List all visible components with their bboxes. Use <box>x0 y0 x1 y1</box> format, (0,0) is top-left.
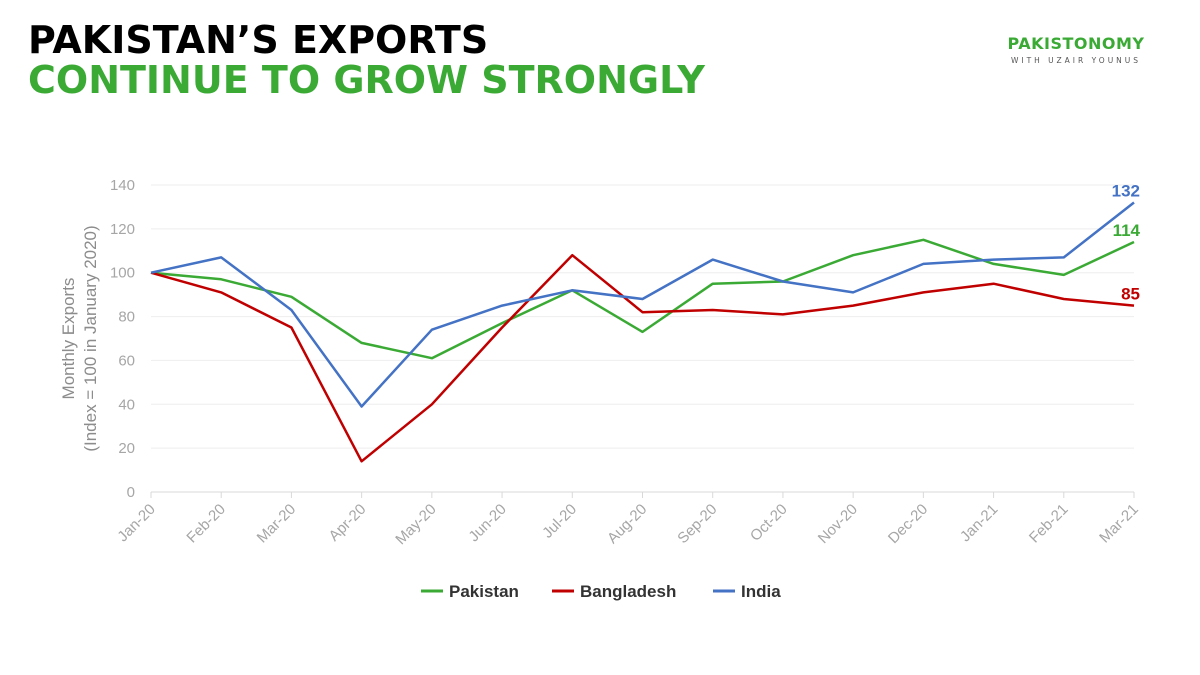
x-tick-label: Mar-21 <box>1096 501 1142 547</box>
series-line-india <box>150 201 1135 408</box>
brand-subtitle: WITH UZAIR YOUNUS <box>1010 56 1142 65</box>
y-tick-label: 140 <box>110 177 135 194</box>
x-tick-label: Jan-21 <box>957 501 1001 545</box>
x-tick-label: Apr-20 <box>326 501 370 545</box>
y-tick-label: 0 <box>127 484 135 501</box>
title-line-1: PAKISTAN’S EXPORTS <box>28 18 489 62</box>
end-labels: 114 85 132 <box>1112 182 1141 304</box>
y-axis-label-line: Monthly Exports <box>59 278 78 400</box>
y-tick-label: 100 <box>110 265 135 282</box>
legend-label-india: India <box>741 582 781 601</box>
end-label-bangladesh: 85 <box>1121 285 1140 304</box>
y-tick-label: 20 <box>118 440 135 457</box>
brand-logo: PAKISTONOMY WITH UZAIR YOUNUS <box>976 34 1176 65</box>
legend: Pakistan Bangladesh India <box>421 582 781 601</box>
y-axis-label: Monthly Exports (Index = 100 in January 2… <box>59 225 100 451</box>
series-line-pakistan <box>150 238 1135 360</box>
x-tick-label: May-20 <box>392 501 439 548</box>
x-tick-label: Nov-20 <box>815 501 861 547</box>
x-tick-label: Jul-20 <box>539 501 580 542</box>
x-tick-label: Feb-20 <box>183 501 229 547</box>
y-tick-label: 60 <box>118 352 135 369</box>
title-line-2: CONTINUE TO GROW STRONGLY <box>28 58 705 102</box>
x-tick-label: Sep-20 <box>674 501 720 547</box>
x-tick-label: Jun-20 <box>465 501 509 545</box>
x-tick-label: Dec-20 <box>885 501 931 547</box>
x-tick-labels: Jan-20 Feb-20 Mar-20 Apr-20 May-20 Jun-20 Jul-… <box>114 501 1141 548</box>
y-tick-label: 80 <box>118 309 135 326</box>
end-label-pakistan: 114 <box>1113 221 1141 240</box>
legend-label-bangladesh: Bangladesh <box>580 582 676 601</box>
series-line-bangladesh <box>150 253 1135 463</box>
x-tick-label: Aug-20 <box>604 501 650 547</box>
legend-label-pakistan: Pakistan <box>449 582 519 601</box>
y-tick-label: 120 <box>110 221 135 238</box>
x-tick-label: Mar-20 <box>254 501 300 547</box>
x-tick-label: Feb-21 <box>1026 501 1072 547</box>
y-axis-label-line: (Index = 100 in January 2020) <box>81 225 100 451</box>
series-lines <box>150 201 1135 463</box>
x-tick-label: Oct-20 <box>747 501 791 545</box>
y-tick-label: 40 <box>118 396 135 413</box>
chart-axes <box>150 491 1135 498</box>
end-label-india: 132 <box>1112 182 1140 201</box>
brand-name: PAKISTONOMY <box>1007 34 1145 53</box>
x-tick-label: Jan-20 <box>114 501 158 545</box>
y-tick-labels: 0 20 40 60 80 100 120 140 <box>110 177 135 501</box>
chart-grid <box>151 184 1134 449</box>
